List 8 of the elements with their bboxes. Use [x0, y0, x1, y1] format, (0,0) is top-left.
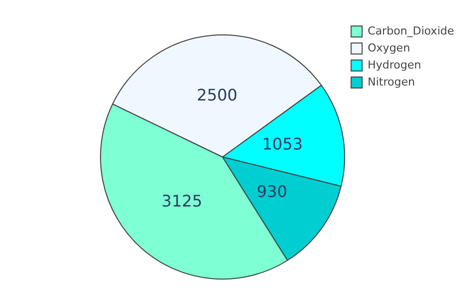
legend-label: Hydrogen [368, 58, 422, 72]
data-label: 3125 [162, 192, 202, 211]
data-label: 2500 [196, 85, 238, 104]
data-label: 930 [256, 182, 288, 201]
legend-label: Oxygen [368, 41, 410, 54]
legend-label: Carbon_Dioxide [368, 24, 454, 38]
legend-label: Nitrogen [368, 75, 415, 88]
data-label: 1053 [262, 134, 303, 154]
